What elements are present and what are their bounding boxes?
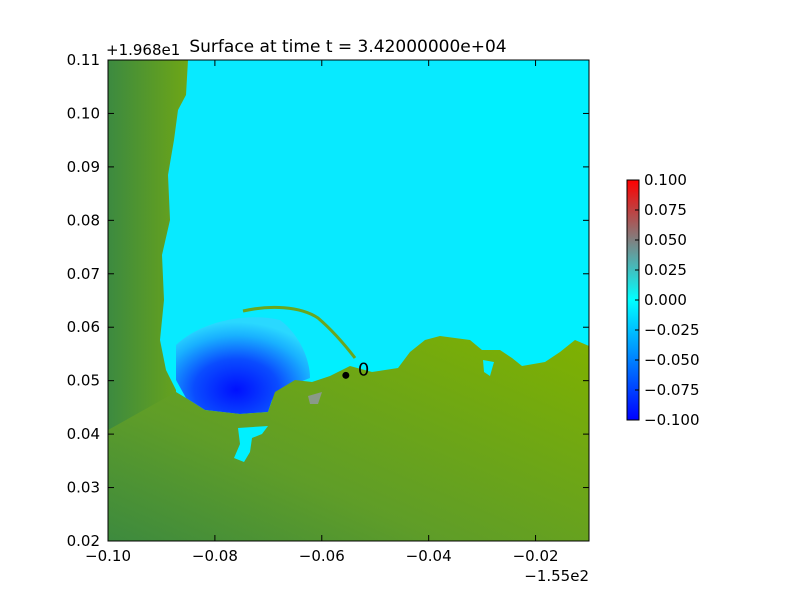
x-tick-label: −0.08 xyxy=(192,547,238,565)
colorbar-tick-label: 0.050 xyxy=(644,231,687,249)
x-tick-label: −0.02 xyxy=(513,547,559,565)
plot-area xyxy=(108,60,589,541)
plot-frame xyxy=(107,59,590,542)
colorbar-tick-label: −0.025 xyxy=(644,321,700,339)
colorbar-ticks: 0.100 0.075 0.050 0.025 0.000 −0.025 −0.050 −0.… xyxy=(635,171,700,429)
colorbar-tick-label: 0.100 xyxy=(644,171,687,189)
colorbar-tick-label: 0.075 xyxy=(644,201,687,219)
colorbar-tick-label: 0.025 xyxy=(644,261,687,279)
y-tick-label: 0.02 xyxy=(67,532,100,550)
x-tick-label: −0.10 xyxy=(85,547,131,565)
grey-patch xyxy=(308,392,322,404)
colorbar-tick-label: −0.100 xyxy=(644,411,700,429)
y-axis-ticks: 0.02 0.03 0.04 0.05 0.06 0.07 0.08 0.09 0.10 0.11 xyxy=(67,51,589,550)
land-south xyxy=(108,336,589,541)
y-tick-label: 0.05 xyxy=(67,372,100,390)
y-tick-label: 0.10 xyxy=(67,104,100,122)
y-tick-label: 0.04 xyxy=(67,425,100,443)
x-tick-label: −0.06 xyxy=(299,547,345,565)
y-tick-label: 0.08 xyxy=(67,211,100,229)
colorbar-tick-label: −0.050 xyxy=(644,351,700,369)
x-tick-label: −0.04 xyxy=(406,547,452,565)
chart-title: Surface at time t = 3.42000000e+04 xyxy=(189,37,506,57)
water-shading xyxy=(160,60,460,360)
gauge-marker-label: 0 xyxy=(358,359,369,380)
ridge-line xyxy=(242,305,357,359)
y-tick-label: 0.07 xyxy=(67,265,100,283)
y-tick-label: 0.09 xyxy=(67,158,100,176)
inlet-pocket xyxy=(483,360,494,376)
colorbar: 0.100 0.075 0.050 0.025 0.000 −0.025 −0.050 −0.… xyxy=(626,171,700,429)
y-tick-label: 0.11 xyxy=(67,51,100,69)
x-axis-ticks: −0.10 −0.08 −0.06 −0.04 −0.02 xyxy=(85,60,559,565)
inlet-channel xyxy=(234,426,268,462)
y-tick-label: 0.03 xyxy=(67,479,100,497)
x-offset-label: −1.55e2 xyxy=(524,567,589,585)
y-offset-label: +1.968e1 xyxy=(106,41,180,59)
colorbar-tick-label: 0.000 xyxy=(644,291,687,309)
depression-region xyxy=(176,317,310,414)
gauge-marker xyxy=(342,371,350,379)
colorbar-tick-label: −0.075 xyxy=(644,381,700,399)
y-tick-label: 0.06 xyxy=(67,318,100,336)
